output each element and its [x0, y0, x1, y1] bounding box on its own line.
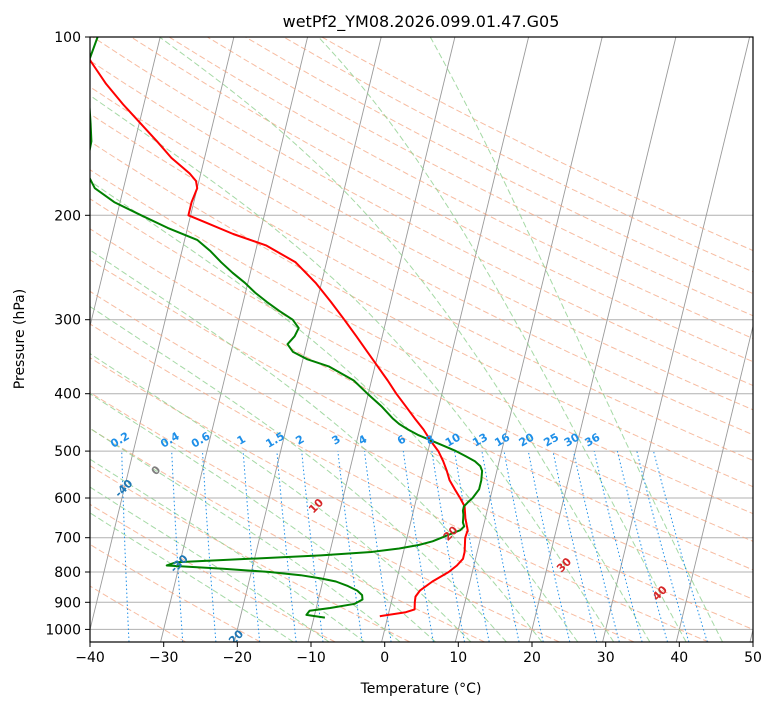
dry-adiabat: [90, 228, 753, 571]
x-tick-label: 40: [670, 650, 688, 666]
isotherm-gridlines: [90, 37, 753, 642]
mixing-ratio-line: [527, 451, 571, 642]
moist-adiabats: [90, 37, 723, 642]
isotherm-line: [602, 37, 751, 642]
dry-adiabat: [90, 290, 753, 630]
mixing-ratio-line: [276, 451, 297, 642]
dry-adiabat: [90, 585, 187, 642]
x-tick-label: −20: [223, 650, 253, 666]
y-tick-label: 500: [54, 444, 81, 460]
y-axis-ticks: 1000 900 800 700 600 500 400 300 200 100: [45, 30, 90, 638]
moist-adiabat: [90, 486, 330, 642]
isotherm-line: [528, 37, 677, 642]
y-tick-label: 800: [54, 565, 81, 581]
isotherm-line: [90, 37, 235, 632]
moist-adiabat: [90, 512, 294, 642]
mixing-ratio-line: [593, 450, 643, 642]
mixing-ratio-line: [573, 450, 620, 642]
x-tick-label: −40: [75, 650, 105, 666]
dry-adiabat: [90, 198, 753, 542]
mixing-ratio-line: [301, 451, 324, 642]
y-tick-label: 100: [54, 30, 81, 46]
isotherm-line: [307, 37, 456, 642]
temperature-line: [90, 57, 469, 618]
axes-frame: [89, 36, 754, 643]
x-tick-label: −30: [149, 650, 179, 666]
isobar-gridlines: [90, 37, 753, 630]
x-tick-label: 20: [523, 650, 541, 666]
mixing-ratio-line: [337, 451, 363, 642]
moist-adiabat: [90, 353, 472, 642]
isotherm-line: [675, 324, 753, 642]
dry-adiabat: [90, 169, 753, 515]
isotherm-line: [233, 37, 382, 642]
moist-adiabat: [318, 37, 687, 642]
mixing-ratio-lines: [121, 450, 708, 642]
isotherm-line: [454, 37, 603, 642]
mixing-ratio-line: [503, 451, 544, 642]
mixing-ratio-line: [552, 451, 598, 642]
y-axis-label: Pressure (hPa): [12, 289, 28, 389]
dry-adiabat: [90, 113, 753, 461]
dry-adiabat: [90, 259, 753, 600]
dry-adiabat: [168, 37, 753, 340]
x-tick-label: −10: [296, 650, 326, 666]
dewpoint-line: [90, 37, 484, 619]
dry-adiabat: [90, 543, 261, 642]
y-tick-label: 400: [54, 387, 81, 403]
mixing-ratio-line: [364, 451, 392, 642]
mixing-ratio-line: [653, 450, 708, 642]
dry-adiabat: [92, 37, 753, 387]
y-tick-label: 200: [54, 208, 81, 224]
x-axis-label: Temperature (°C): [360, 681, 482, 697]
moist-adiabat: [159, 37, 651, 642]
x-tick-label: 0: [380, 650, 389, 666]
moist-adiabat: [90, 249, 543, 642]
x-tick-label: 50: [744, 650, 762, 666]
x-axis-ticks: −40 −30 −20 −10 0 10 20 30 40 50: [75, 642, 762, 666]
dry-adiabat: [245, 37, 753, 295]
x-tick-label: 10: [449, 650, 467, 666]
chart-title: wetPf2_YM08.2026.099.01.47.G05: [283, 12, 560, 32]
mixing-ratio-line: [242, 451, 261, 642]
dry-adiabat: [130, 37, 753, 363]
isotherm-line: [90, 37, 161, 329]
mixing-ratio-line: [616, 450, 668, 642]
dry-adiabat: [90, 391, 560, 642]
y-tick-label: 300: [54, 313, 81, 329]
dry-adiabat: [90, 60, 753, 411]
x-tick-label: 30: [597, 650, 615, 666]
profile-lines: [90, 37, 484, 619]
y-tick-label: 1000: [45, 622, 81, 638]
dry-adiabats: [90, 37, 753, 642]
moist-adiabat: [90, 94, 615, 642]
y-tick-label: 600: [54, 491, 81, 507]
moist-adiabat: [90, 180, 579, 642]
isotherm-line: [160, 37, 309, 642]
dry-adiabat: [90, 357, 635, 642]
mixing-ratio-line: [481, 451, 520, 642]
moist-adiabat: [90, 393, 436, 642]
isotherm-line: [381, 37, 530, 642]
y-tick-label: 900: [54, 595, 81, 611]
y-tick-label: 700: [54, 531, 81, 547]
moist-adiabat: [90, 427, 401, 642]
dry-adiabat: [90, 465, 411, 642]
mixing-ratio-line: [636, 450, 690, 642]
dry-adiabat: [90, 427, 485, 642]
moist-adiabat: [90, 458, 366, 642]
